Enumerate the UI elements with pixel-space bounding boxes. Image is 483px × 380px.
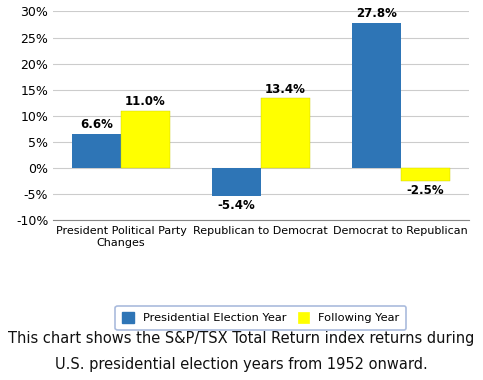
Bar: [352, 23, 401, 168]
Legend: Presidential Election Year, Following Year: Presidential Election Year, Following Ye…: [115, 306, 406, 330]
Bar: [261, 98, 310, 168]
Text: 6.6%: 6.6%: [80, 118, 113, 131]
Bar: [401, 168, 450, 181]
Text: -5.4%: -5.4%: [217, 199, 255, 212]
Bar: [72, 134, 121, 168]
Text: U.S. presidential election years from 1952 onward.: U.S. presidential election years from 19…: [55, 357, 428, 372]
Text: -2.5%: -2.5%: [406, 184, 444, 197]
Bar: [121, 111, 170, 168]
Bar: [212, 168, 261, 196]
Text: 13.4%: 13.4%: [265, 82, 306, 95]
Text: This chart shows the S&P/TSX Total Return index returns during: This chart shows the S&P/TSX Total Retur…: [8, 331, 475, 346]
Text: 11.0%: 11.0%: [125, 95, 166, 108]
Text: 27.8%: 27.8%: [356, 7, 397, 20]
